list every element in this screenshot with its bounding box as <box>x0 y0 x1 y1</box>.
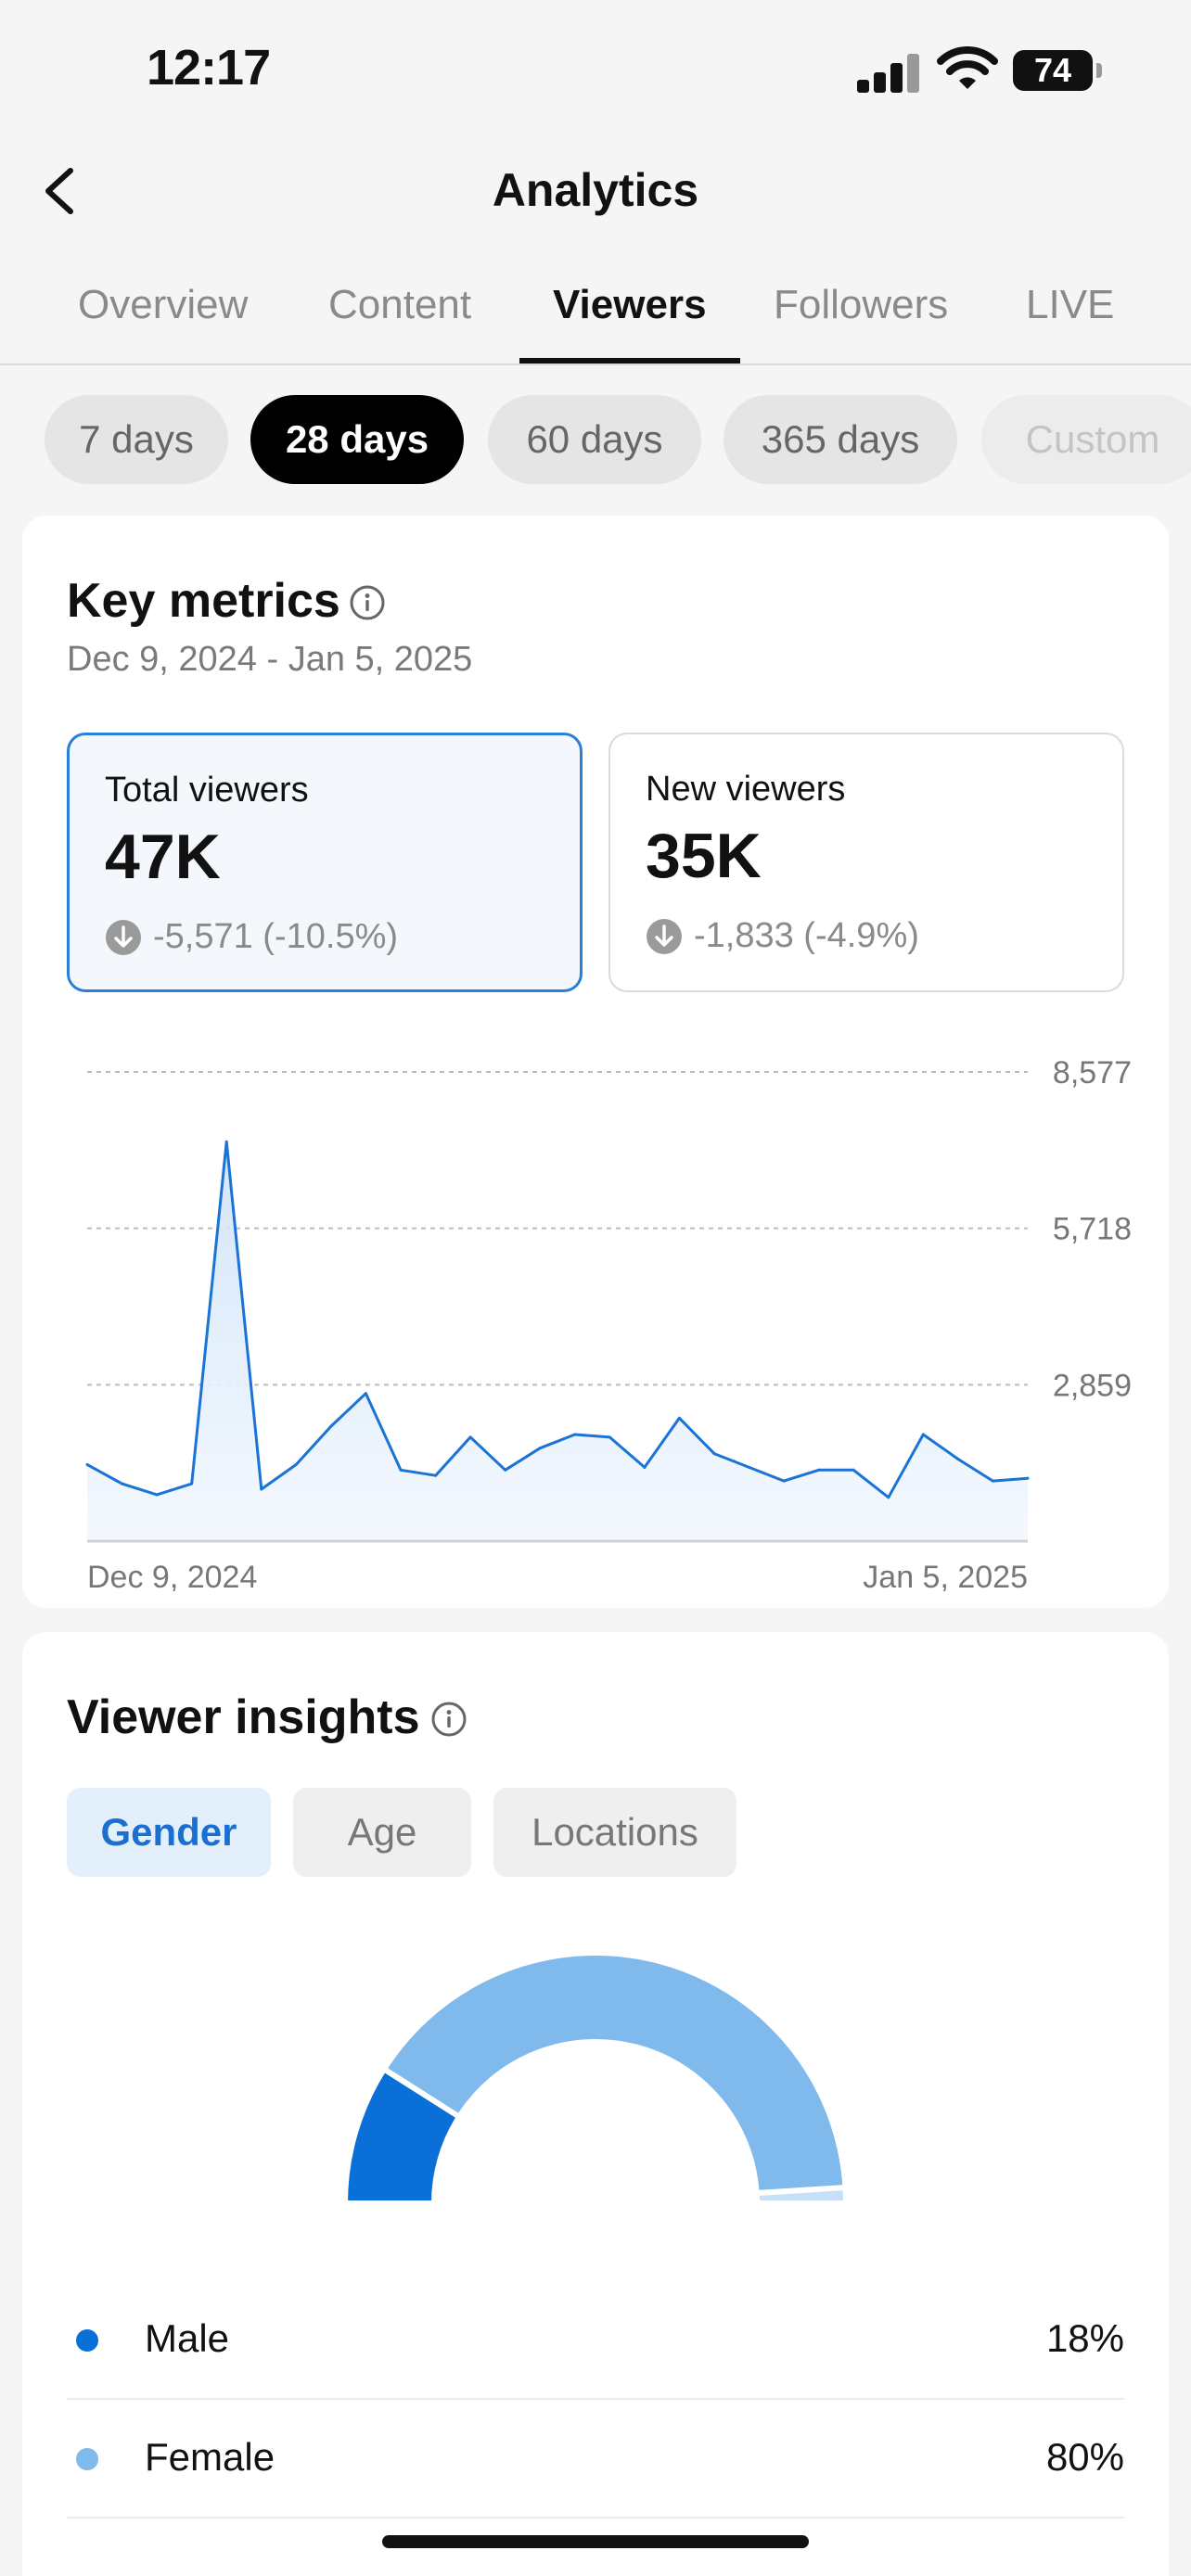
legend-dot <box>76 2448 98 2470</box>
chart-data-point <box>573 1433 577 1436</box>
chart-data-point <box>677 1416 681 1420</box>
metric-value: 47K <box>105 822 221 892</box>
period-selector: 7 days 28 days 60 days 365 days Custom <box>45 395 1191 484</box>
legend-value: 18% <box>1045 2316 1124 2360</box>
chart-data-point <box>538 1447 542 1450</box>
chart-data-point <box>224 1140 228 1143</box>
donut-slice-other <box>753 2184 850 2206</box>
status-bar: 12:17 74 <box>0 0 1191 139</box>
chart-data-point <box>852 1468 855 1472</box>
tab-overview[interactable]: Overview <box>78 282 249 327</box>
viewer-insights-title: Viewer insights <box>67 1690 420 1744</box>
chart-data-point <box>956 1458 960 1461</box>
analytics-tabs: Overview Content Viewers Followers LIVE <box>0 269 1191 365</box>
metric-value: 35K <box>646 821 762 891</box>
chart-data-point <box>712 1452 716 1456</box>
legend-label: Male <box>145 2316 230 2360</box>
date-range: Dec 9, 2024 - Jan 5, 2025 <box>67 640 473 679</box>
legend-dot <box>76 2329 98 2352</box>
cellular-signal-icon <box>857 52 922 93</box>
chart-data-point <box>294 1462 298 1466</box>
info-icon[interactable] <box>430 1701 467 1738</box>
legend-value: 80% <box>1045 2435 1124 2479</box>
chart-data-point <box>329 1424 333 1428</box>
tab-live[interactable]: LIVE <box>1026 282 1115 327</box>
chart-data-point <box>190 1482 194 1486</box>
active-tab-indicator <box>519 358 740 363</box>
chart-data-point <box>608 1435 611 1439</box>
chart-data-point <box>468 1435 472 1439</box>
home-indicator <box>382 2535 809 2548</box>
period-7-days[interactable]: 7 days <box>45 395 228 484</box>
key-metrics-card: Key metrics Dec 9, 2024 - Jan 5, 2025 To… <box>22 516 1169 1608</box>
chart-y-tick-label: 5,718 <box>1053 1212 1132 1247</box>
period-28-days[interactable]: 28 days <box>250 395 464 484</box>
key-metrics-title: Key metrics <box>67 574 340 628</box>
chart-data-point <box>817 1468 821 1472</box>
chart-data-point <box>85 1462 89 1466</box>
metric-change: -1,833 (-4.9%) <box>694 916 919 955</box>
wifi-icon <box>937 46 998 89</box>
chart-y-tick-label: 8,577 <box>1053 1055 1132 1090</box>
metric-label: New viewers <box>646 770 846 809</box>
period-365-days[interactable]: 365 days <box>724 395 957 484</box>
new-viewers-card[interactable]: New viewers 35K -1,833 (-4.9%) <box>608 733 1124 992</box>
segment-locations[interactable]: Locations <box>493 1788 736 1877</box>
chart-data-point <box>1026 1476 1030 1480</box>
chart-series-line <box>86 1140 1029 1499</box>
info-icon[interactable] <box>349 584 386 621</box>
metric-change: -5,571 (-10.5%) <box>153 917 399 956</box>
chart-data-point <box>504 1468 507 1472</box>
gender-half-donut-chart <box>341 1950 850 2206</box>
viewer-insights-card: Viewer insights Gender Age Locations Mal… <box>22 1632 1169 2576</box>
donut-slice-female <box>379 1950 849 2197</box>
chart-area-fill <box>87 1141 1028 1541</box>
chart-data-point <box>782 1479 786 1483</box>
viewers-line-chart: 8,577 5,718 2,859 Dec 9, 2024 Jan 5, 2025 <box>85 1055 1132 1591</box>
chart-data-point <box>643 1465 647 1469</box>
chart-y-tick-label: 2,859 <box>1053 1368 1132 1403</box>
arrow-down-circle-icon <box>106 920 141 955</box>
tab-content[interactable]: Content <box>328 282 472 327</box>
chart-data-point <box>155 1493 159 1497</box>
legend-row-female: Female 80% <box>67 2400 1124 2519</box>
chart-data-point <box>364 1392 367 1396</box>
legend-label: Female <box>145 2435 275 2479</box>
chart-data-point <box>399 1468 403 1472</box>
chart-data-point <box>748 1465 751 1469</box>
chart-data-point <box>921 1433 925 1436</box>
chart-data-point <box>434 1473 438 1477</box>
segment-gender[interactable]: Gender <box>67 1788 271 1877</box>
tab-followers[interactable]: Followers <box>774 282 949 327</box>
period-60-days[interactable]: 60 days <box>488 395 701 484</box>
back-chevron-icon[interactable] <box>37 163 83 219</box>
chart-data-point <box>121 1482 124 1486</box>
total-viewers-card[interactable]: Total viewers 47K -5,571 (-10.5%) <box>67 733 583 992</box>
arrow-down-circle-icon <box>647 919 682 954</box>
chart-x-start-label: Dec 9, 2024 <box>87 1560 257 1591</box>
page-title: Analytics <box>492 164 699 216</box>
metric-label: Total viewers <box>105 771 309 810</box>
segment-age[interactable]: Age <box>293 1788 471 1877</box>
chart-data-point <box>887 1496 890 1499</box>
status-time: 12:17 <box>147 40 271 96</box>
chart-data-point <box>260 1487 263 1491</box>
tab-viewers[interactable]: Viewers <box>553 282 707 327</box>
battery-icon: 74 <box>1013 50 1093 91</box>
chart-x-end-label: Jan 5, 2025 <box>863 1560 1028 1591</box>
period-custom[interactable]: Custom <box>981 395 1191 484</box>
legend-row-male: Male 18% <box>67 2281 1124 2400</box>
battery-cap <box>1096 63 1102 78</box>
chart-data-point <box>991 1479 994 1483</box>
